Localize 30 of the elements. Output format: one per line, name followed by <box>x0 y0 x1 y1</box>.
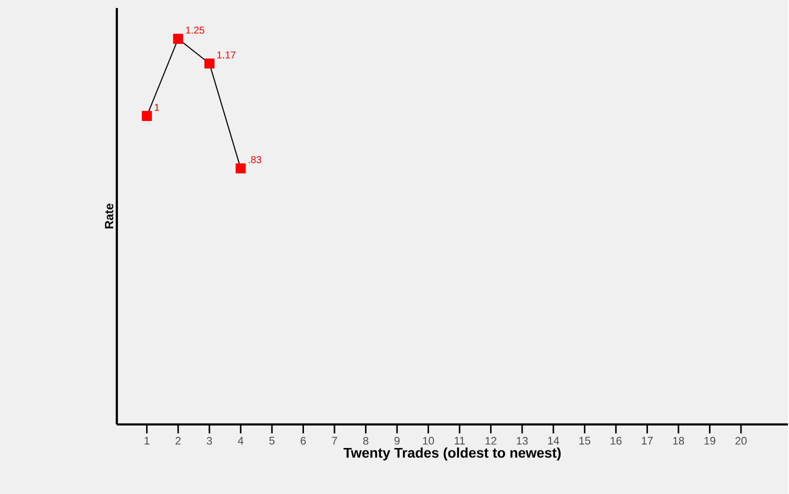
x-tick-label: 7 <box>332 436 337 444</box>
x-tick-label: 3 <box>206 436 212 445</box>
x-tick-label: 9 <box>394 436 400 445</box>
x-tick-label: 11 <box>454 436 465 444</box>
x-tick-label: 2 <box>176 436 181 444</box>
data-label: 1.17 <box>217 51 236 58</box>
x-tick-label: 6 <box>300 436 306 445</box>
x-tick-label: 13 <box>516 436 528 445</box>
point <box>142 110 152 121</box>
x-tick-label: 20 <box>735 436 747 445</box>
data-label: .83 <box>248 156 262 164</box>
point <box>204 58 214 68</box>
x-axis-title: Twenty Trades (oldest to newest) <box>344 447 561 460</box>
point <box>173 34 184 44</box>
x-tick-label: 5 <box>269 436 275 444</box>
y-axis-title: Rate <box>105 204 114 228</box>
x-tick-label: 8 <box>363 436 368 445</box>
data-label: 1 <box>154 104 160 111</box>
data-label: 1.25 <box>186 26 204 34</box>
x-tick-label: 1 <box>144 436 150 444</box>
point <box>236 163 246 174</box>
x-tick-label: 19 <box>704 436 716 445</box>
x-tick-label: 16 <box>610 436 622 445</box>
x-tick-label: 4 <box>238 436 244 444</box>
x-tick-label: 15 <box>579 436 590 444</box>
x-tick-label: 14 <box>548 436 560 444</box>
x-tick-label: 17 <box>642 436 653 444</box>
x-tick-label: 18 <box>673 436 684 445</box>
x-tick-label: 10 <box>423 436 434 445</box>
x-tick-label: 12 <box>486 436 496 444</box>
